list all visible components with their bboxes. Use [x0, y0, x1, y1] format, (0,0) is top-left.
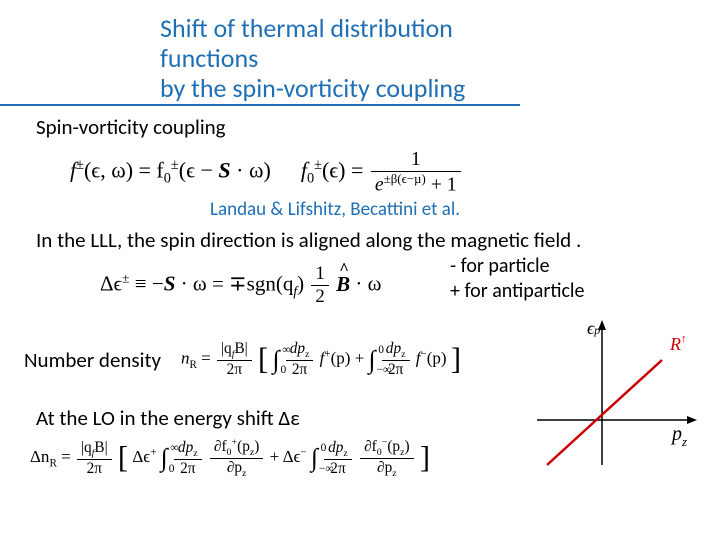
- title-line-2: by the spin-vorticity coupling: [160, 72, 465, 104]
- sign-note-particle: - for particle: [450, 254, 584, 279]
- title-line-1: Shift of thermal distribution functions: [160, 12, 453, 74]
- label-epsilon: ϵp: [587, 320, 600, 338]
- slide-title: Shift of thermal distribution functions …: [0, 0, 520, 106]
- eq-f-shift: f±(ϵ, ω) = f0±(ϵ − S · ω): [70, 157, 271, 188]
- eq-nR: nR = |qfB|2π [ ∫∞0 dpz2π f+(p) + ∫0−∞ dp…: [181, 340, 461, 379]
- heading-spin-vorticity: Spin-vorticity coupling: [0, 114, 720, 140]
- eq-delta-epsilon: Δϵ± ≡ −S · ω = ∓sgn(qf) 12 B · ω: [0, 263, 720, 308]
- dispersion-line: [547, 360, 662, 465]
- lll-text: In the LLL, the spin direction is aligne…: [0, 227, 720, 253]
- eq-f0-def: f0±(ϵ) = 1 e±β(ϵ−µ) + 1: [301, 148, 463, 197]
- label-pz: pz: [670, 423, 687, 449]
- label-R: R↑: [669, 333, 687, 354]
- dispersion-diagram: ϵp pz R↑: [532, 320, 702, 470]
- number-density-label: Number density: [0, 347, 161, 373]
- sign-note-antiparticle: + for antiparticle: [450, 279, 584, 304]
- equation-row-1: f±(ϵ, ω) = f0±(ϵ − S · ω) f0±(ϵ) = 1 e±β…: [0, 148, 720, 197]
- sign-note: - for particle + for antiparticle: [450, 254, 584, 304]
- citation-text: Landau & Lifshitz, Becattini et al.: [0, 198, 720, 221]
